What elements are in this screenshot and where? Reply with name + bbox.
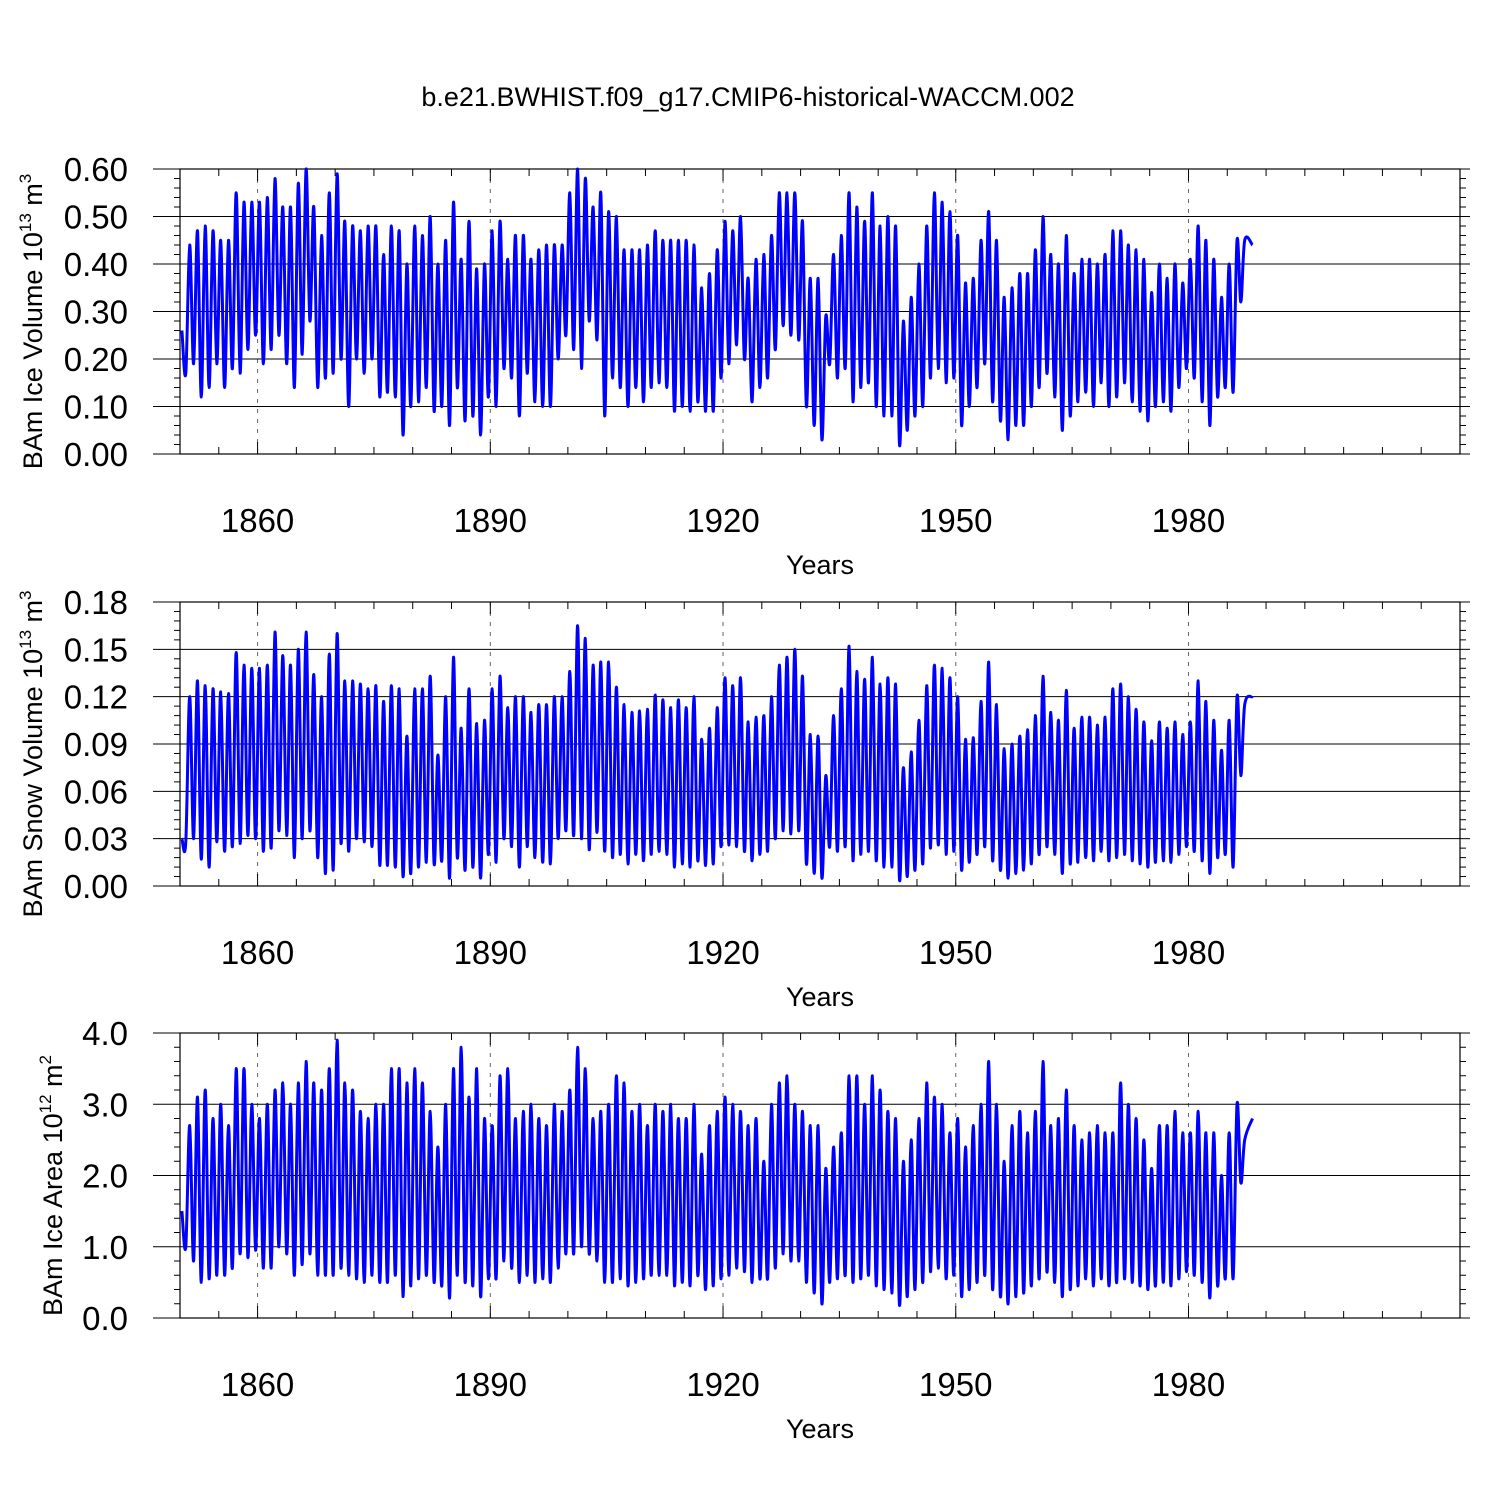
x-axis-label: Years [786,982,854,1012]
xtick-label: 1980 [1152,934,1225,971]
xtick-label: 1890 [454,502,527,539]
ytick-label: 0.30 [64,294,128,331]
ytick-label: 3.0 [82,1086,128,1123]
ytick-label: 0.00 [64,868,128,905]
plot-frame [179,601,1461,887]
xtick-label: 1860 [221,1366,294,1403]
ytick-label: 0.20 [64,341,128,378]
ytick-label: 0.15 [64,631,128,668]
xtick-label: 1950 [919,934,992,971]
xtick-label: 1950 [919,502,992,539]
ytick-label: 0.40 [64,246,128,283]
y-axis-label: BAm Snow Volume 1013 m3 [16,590,48,917]
xtick-label: 1980 [1152,1366,1225,1403]
series-line-1 [180,167,1254,448]
plot-frame [179,1032,1461,1319]
ytick-label: 0.06 [64,773,128,810]
xtick-label: 1920 [686,1366,759,1403]
xtick-label: 1920 [686,502,759,539]
series-line-2 [180,624,1254,882]
ytick-label: 0.10 [64,389,128,426]
xtick-label: 1980 [1152,502,1225,539]
ytick-label: 0.09 [64,726,128,763]
xtick-label: 1890 [454,934,527,971]
series-line-3 [180,1038,1254,1307]
xtick-label: 1860 [221,934,294,971]
panels: 0.00 0.10 0.20 0.30 0.40 0.50 0.60 1860 1890 1920… [16,151,1470,1444]
xtick-label: 1920 [686,934,759,971]
xtick-label: 1950 [919,1366,992,1403]
ytick-label: 4.0 [82,1015,128,1052]
figure-title: b.e21.BWHIST.f09_g17.CMIP6-historical-WA… [421,82,1074,112]
ytick-label: 2.0 [82,1158,128,1195]
plot-frame [179,168,1461,455]
ytick-label: 0.03 [64,821,128,858]
ytick-label: 0.12 [64,679,128,716]
xtick-label: 1860 [221,502,294,539]
y-axis-label: BAm Ice Area 1012 m2 [36,1055,68,1316]
ytick-label: 0.0 [82,1300,128,1337]
ytick-label: 0.50 [64,199,128,236]
ytick-label: 0.18 [64,584,128,621]
x-axis-label: Years [786,550,854,580]
chart-panel-3: 0.0 1.0 2.0 3.0 4.0 1860 1890 1920 1950 1980 Years… [36,1015,1470,1444]
ytick-label: 0.60 [64,151,128,188]
chart-panel-1: 0.00 0.10 0.20 0.30 0.40 0.50 0.60 1860 1890 1920… [16,151,1470,580]
y-axis-label: BAm Ice Volume 1013 m3 [16,174,48,470]
xtick-label: 1890 [454,1366,527,1403]
x-axis-label: Years [786,1414,854,1444]
ytick-label: 0.00 [64,436,128,473]
ytick-label: 1.0 [82,1229,128,1266]
chart-panel-2: 0.00 0.03 0.06 0.09 0.12 0.15 0.18 1860 1890 1920… [16,584,1470,1012]
